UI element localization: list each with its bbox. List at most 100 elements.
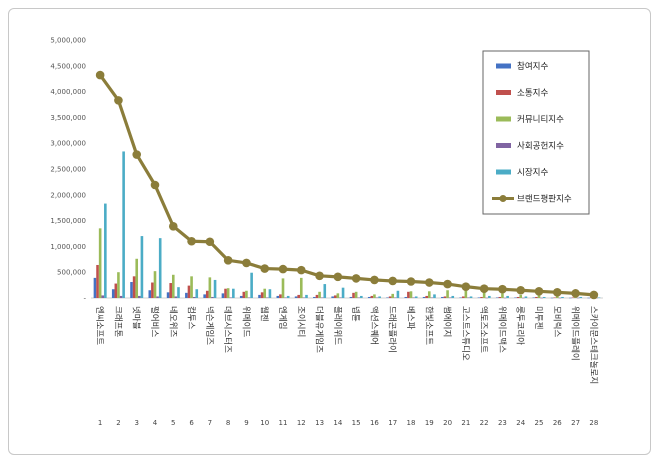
line-point [351, 274, 361, 283]
bar-사회공헌지수 [485, 297, 489, 299]
line-브랜드평판지수 [98, 74, 594, 297]
bar-커뮤니티지수 [354, 291, 358, 298]
x-tick-label: 네오위즈 [167, 306, 177, 337]
y-tick-label: 4,000,000 [50, 88, 86, 96]
x-tick-label: 한빛소프트 [423, 306, 434, 345]
bar-사회공헌지수 [156, 296, 159, 298]
y-tick-label: 1,000,000 [50, 243, 86, 251]
line-point [479, 284, 489, 294]
x-tick-label: 컴투스 [186, 306, 197, 330]
legend-marker [499, 195, 507, 202]
x-tick-number: 18 [407, 419, 416, 427]
bar-참여지수 [514, 297, 517, 298]
bar-커뮤니티지수 [446, 290, 449, 298]
x-tick-label: 룽투코리아 [515, 306, 526, 345]
bar-커뮤니티지수 [519, 294, 523, 298]
bar-커뮤니티지수 [245, 290, 248, 298]
bar-시장지수 [378, 296, 381, 298]
line-point [205, 237, 215, 247]
line-point [278, 264, 288, 274]
x-tick-label: 더블유게임즈 [314, 306, 325, 353]
bar-시장지수 [323, 284, 327, 298]
y-tick-label: 4,500,000 [50, 62, 86, 70]
x-tick-number: 23 [498, 419, 507, 427]
x-tick-label: 웹젠 [259, 306, 269, 322]
bar-참여지수 [495, 297, 499, 298]
line-point [95, 70, 105, 80]
x-tick-number: 20 [443, 419, 452, 427]
bar-참여지수 [477, 297, 481, 298]
x-tick-number: 16 [370, 419, 379, 427]
y-tick-label: 3,000,000 [50, 140, 86, 148]
line-point [114, 96, 123, 105]
bar-소통지수 [388, 296, 392, 298]
bar-시장지수 [433, 294, 436, 298]
bar-사회공헌지수 [558, 297, 562, 299]
x-tick-number: 22 [480, 419, 489, 427]
bar-참여지수 [550, 297, 554, 299]
bar-참여지수 [185, 292, 188, 298]
bar-시장지수 [305, 294, 308, 298]
bar-커뮤니티지수 [318, 291, 321, 298]
bar-사회공헌지수 [467, 297, 470, 298]
line-point [132, 150, 142, 159]
x-tick-number: 8 [226, 419, 230, 427]
x-tick-label: 미투젠 [533, 306, 543, 330]
bar-참여지수 [111, 289, 115, 298]
x-tick-number: 24 [516, 419, 525, 427]
bar-시장지수 [250, 272, 253, 298]
bar-시장지수 [597, 297, 601, 298]
bar-시장지수 [396, 290, 400, 298]
bar-사회공헌지수 [266, 297, 269, 298]
x-tick-number: 27 [571, 419, 580, 427]
x-tick-number: 25 [535, 419, 544, 427]
x-tick-label: 고스트스튜디오 [460, 306, 470, 361]
x-tick-label: 위메이드플레이 [570, 306, 581, 361]
line-point [260, 264, 270, 273]
bar-series [93, 151, 601, 299]
bar-커뮤니티지수 [482, 291, 486, 298]
bar-사회공헌지수 [394, 297, 397, 298]
y-axis: - 500,000 1,000,000 1,500,000 2,000,000 2,500… [50, 37, 86, 303]
bar-소통지수 [535, 296, 538, 298]
x-tick-label: 크래프톤 [112, 306, 122, 337]
bar-사회공헌지수 [375, 297, 379, 298]
x-tick-number: 19 [425, 419, 434, 427]
x-tick-label: 스카이문스테크놀로지 [588, 306, 599, 384]
bar-소통지수 [187, 285, 191, 298]
bar-사회공헌지수 [540, 297, 543, 299]
bar-참여지수 [294, 296, 298, 298]
x-tick-label: 위메이드맥스 [496, 306, 507, 353]
x-tick-label: 드래곤플라이 [387, 306, 398, 353]
bar-커뮤니티지수 [537, 293, 541, 298]
line-point [187, 236, 196, 246]
bar-소통지수 [169, 283, 172, 298]
y-tick-label: 500,000 [57, 269, 86, 277]
bar-커뮤니티지수 [263, 288, 267, 298]
bar-커뮤니티지수 [409, 291, 413, 298]
bar-커뮤니티지수 [135, 258, 139, 298]
bar-참여지수 [203, 294, 206, 298]
x-tick-label: 엔게임 [277, 306, 288, 329]
bar-사회공헌지수 [138, 295, 141, 298]
bar-소통지수 [132, 276, 136, 298]
bar-커뮤니티지수 [208, 277, 212, 298]
x-tick-number: 11 [279, 419, 288, 427]
bar-시장지수 [542, 296, 546, 298]
x-tick-number: 28 [589, 419, 598, 427]
bar-커뮤니티지수 [226, 288, 230, 298]
x-tick-number: 3 [134, 419, 138, 427]
bar-소통지수 [370, 295, 374, 298]
bar-참여지수 [422, 296, 426, 298]
y-tick-label: 2,500,000 [50, 166, 86, 174]
y-tick-label: 3,500,000 [50, 114, 86, 122]
bar-시장지수 [177, 287, 180, 298]
line-point [388, 276, 398, 286]
bar-소통지수 [553, 297, 556, 298]
y-tick-label: 5,000,000 [50, 37, 86, 45]
bar-사회공헌지수 [247, 297, 251, 298]
bar-시장지수 [341, 287, 345, 298]
bar-시장지수 [213, 279, 217, 298]
